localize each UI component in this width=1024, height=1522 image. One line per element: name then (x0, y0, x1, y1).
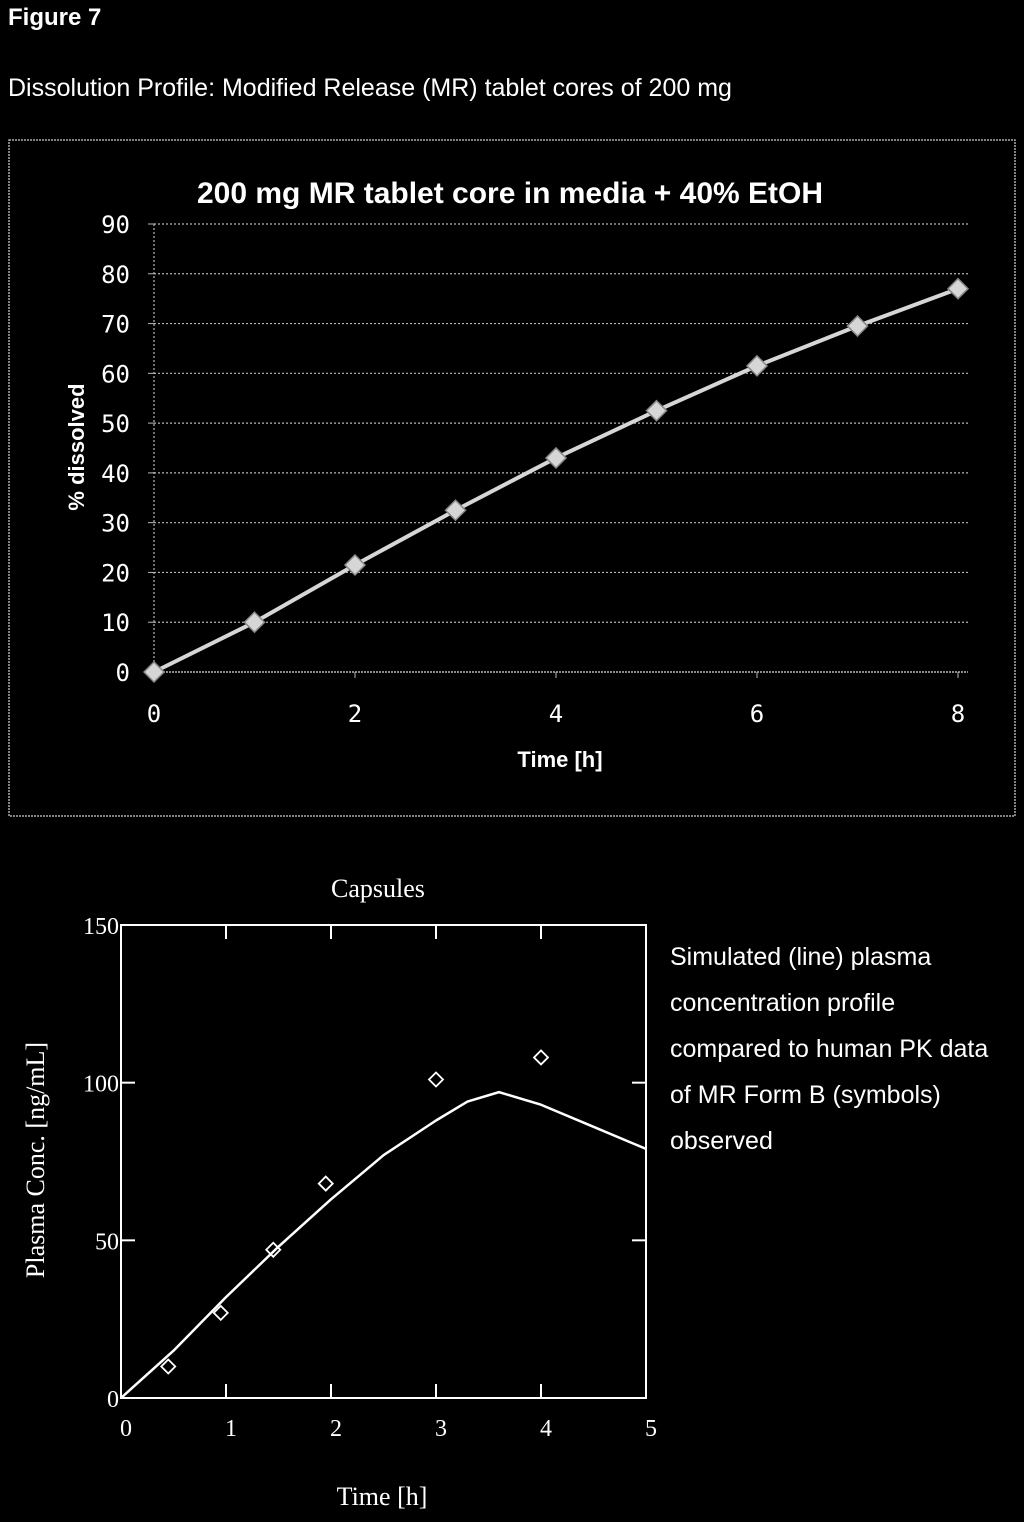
plot-frame (120, 924, 647, 1399)
side-note: Simulated (line) plasma concentration pr… (670, 943, 989, 1155)
chart-title: Capsules (331, 874, 425, 903)
series (142, 277, 970, 684)
x-tick-label: 1 (225, 1416, 237, 1442)
y-tick-label: 10 (101, 609, 130, 637)
y-tick-label: 100 (83, 1072, 119, 1098)
y-tick-label: 20 (101, 559, 130, 587)
x-tick-label: 8 (951, 700, 965, 728)
chart-title: 200 mg MR tablet core in media + 40% EtO… (197, 177, 823, 210)
simulated-line (120, 1090, 647, 1399)
y-tick-label: 80 (101, 261, 130, 289)
x-tick-label: 5 (645, 1416, 657, 1442)
x-tick-label: 4 (549, 700, 563, 728)
x-tick-label: 2 (348, 700, 362, 728)
observed-point (317, 1175, 335, 1192)
observed-point (427, 1071, 445, 1088)
figure-caption: Dissolution Profile: Modified Release (M… (8, 74, 732, 102)
x-tick-label: 2 (330, 1416, 342, 1442)
x-tick-label: 0 (120, 1416, 132, 1442)
y-tick-label: 150 (83, 914, 119, 940)
y-axis-label: % dissolved (64, 383, 89, 510)
series (120, 1049, 647, 1399)
y-tick-label: 60 (101, 360, 130, 388)
y-tick-label: 50 (95, 1229, 119, 1255)
y-tick-label: 70 (101, 311, 130, 339)
observed-point (159, 1358, 177, 1375)
y-tick-label: 40 (101, 460, 130, 488)
y-tick-label: 90 (101, 211, 130, 239)
axes (120, 924, 647, 1399)
data-point (243, 611, 266, 634)
observed-point (212, 1304, 230, 1322)
y-tick-labels: 0 50 100 150 (83, 914, 119, 1413)
x-tick-label: 6 (750, 700, 764, 728)
data-point (142, 660, 166, 684)
data-point (745, 354, 769, 377)
y-tick-labels: 0 10 20 30 40 50 60 70 80 90 (101, 211, 130, 687)
x-tick-label: 4 (540, 1416, 552, 1442)
x-tick-labels: 0 2 4 6 8 (147, 700, 965, 728)
data-point (645, 399, 668, 422)
data-point (544, 446, 568, 470)
y-tick-label: 50 (101, 410, 130, 438)
observed-point (264, 1241, 282, 1259)
data-point (444, 499, 467, 522)
y-tick-label: 0 (116, 659, 130, 687)
dissolution-chart: 200 mg MR tablet core in media + 40% EtO… (8, 139, 1016, 817)
data-point (846, 314, 869, 338)
x-axis-label: Time [h] (337, 1482, 428, 1511)
chart-border (8, 139, 1016, 817)
observed-point (532, 1049, 550, 1066)
y-axis-label: Plasma Conc. [ng/mL] (21, 1042, 50, 1278)
x-tick-labels: 0 1 2 3 4 5 (120, 1416, 657, 1442)
y-tick-label: 0 (107, 1387, 119, 1413)
x-tick-label: 3 (435, 1416, 447, 1442)
data-point (343, 553, 367, 577)
data-point (946, 277, 970, 300)
x-axis-label: Time [h] (517, 747, 602, 772)
figure-label: Figure 7 (8, 4, 102, 31)
x-tick-label: 0 (147, 700, 161, 728)
y-tick-label: 30 (101, 510, 130, 538)
